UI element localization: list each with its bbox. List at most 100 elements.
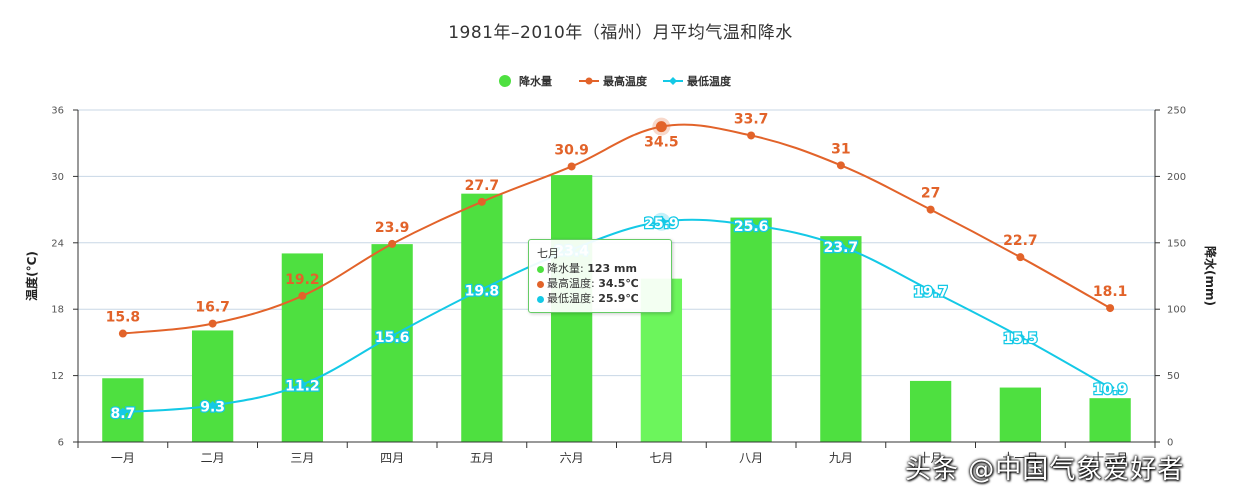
bar-9[interactable] [909, 380, 952, 442]
min-temp-label: 25.9 [644, 216, 679, 232]
chart-title: 1981年–2010年（福州）月平均气温和降水 [448, 23, 793, 43]
watermark: 头条 @中国气象爱好者 [905, 455, 1185, 485]
tooltip-label: 最低温度 [547, 292, 591, 305]
min-temp-label: 15.5 [1003, 331, 1038, 347]
max-temp-label: 18.1 [1093, 284, 1128, 300]
y-left-tick-label: 18 [51, 305, 64, 316]
min-temp-point-4[interactable] [477, 284, 487, 294]
x-tick-label: 七月 [649, 451, 673, 465]
bar-10[interactable] [999, 387, 1042, 442]
max-temp-point-9[interactable] [926, 205, 935, 214]
temperature-lines[interactable] [118, 117, 1115, 417]
x-tick-label: 九月 [829, 451, 853, 465]
tooltip-title: 七月 [537, 247, 559, 260]
max-temp-point-0[interactable] [118, 329, 127, 338]
bar-11[interactable] [1089, 398, 1131, 442]
x-tick-label: 十二月 [1092, 451, 1128, 465]
tooltip: 七月 降水量: 123 mm 最高温度: 34.5℃ 最低温度: 25.9℃ [528, 239, 672, 313]
legend-precip-icon[interactable] [499, 75, 511, 87]
max-temp-point-1[interactable] [208, 319, 217, 328]
bar-1[interactable] [191, 330, 234, 442]
y-right-tick-label: 250 [1167, 106, 1186, 117]
bar-7[interactable] [730, 217, 772, 442]
min-temp-label: 19.7 [913, 284, 948, 300]
min-temp-point-6[interactable] [655, 215, 668, 228]
legend-min-temp-marker-icon[interactable] [669, 77, 677, 85]
legend-label[interactable]: 最高温度 [603, 74, 648, 88]
min-temp-point-7[interactable] [746, 220, 756, 230]
min-temp-label: 23.7 [824, 240, 859, 256]
x-tick-label: 十月 [919, 451, 943, 465]
tooltip-label: 最高温度 [547, 277, 591, 290]
x-tick-label: 二月 [201, 451, 225, 465]
min-temp-label: 15.6 [375, 330, 410, 346]
x-tick-label: 一月 [111, 451, 135, 465]
min-temp-label: 11.2 [285, 378, 320, 394]
max-temp-label: 34.5 [644, 135, 679, 151]
y-left-tick-label: 24 [51, 238, 64, 249]
x-tick-label: 三月 [290, 451, 314, 465]
y-right-tick-label: 0 [1167, 438, 1173, 449]
min-temp-label: 19.8 [465, 283, 500, 299]
min-temp-dot-icon [537, 295, 544, 303]
max-temp-label: 27 [921, 186, 940, 202]
y-right-tick-label: 200 [1167, 172, 1186, 183]
tooltip-row-precip: 降水量: 123 mm [537, 261, 663, 276]
min-temp-point-1[interactable] [208, 400, 218, 410]
max-temp-label: 27.7 [465, 178, 500, 194]
y-left-axis-title: 温度(°C) [24, 251, 39, 301]
bar-8[interactable] [820, 236, 862, 442]
x-tick-label: 八月 [739, 451, 763, 465]
max-temp-label: 30.9 [554, 142, 589, 158]
max-temp-point-5[interactable] [567, 162, 576, 171]
precipitation-bars[interactable] [102, 175, 1131, 442]
max-temp-point-11[interactable] [1106, 304, 1115, 313]
max-temp-point-4[interactable] [477, 197, 486, 206]
max-temp-label: 33.7 [734, 111, 769, 127]
legend-label[interactable]: 最低温度 [687, 74, 732, 88]
max-temp-label: 19.2 [285, 272, 320, 288]
max-temp-label: 16.7 [195, 300, 230, 316]
y-left-tick-label: 36 [51, 106, 64, 117]
min-temp-point-11[interactable] [1105, 383, 1115, 393]
min-temp-label: 25.6 [734, 219, 769, 235]
min-temp-point-2[interactable] [297, 379, 307, 389]
y-left-tick-label: 30 [51, 172, 64, 183]
max-temp-label: 23.9 [375, 220, 410, 236]
min-temp-label: 8.7 [110, 406, 135, 422]
y-right-tick-label: 100 [1167, 305, 1186, 316]
max-temp-point-8[interactable] [836, 161, 845, 170]
min-temp-point-9[interactable] [926, 285, 936, 295]
legend-label[interactable]: 降水量 [519, 74, 552, 88]
max-temp-label: 15.8 [106, 310, 141, 326]
bar-4[interactable] [461, 193, 503, 442]
y-right-tick-label: 150 [1167, 238, 1186, 249]
y-left-tick-label: 12 [51, 371, 64, 382]
max-temp-dot-icon [537, 280, 544, 288]
min-temp-point-0[interactable] [118, 407, 128, 417]
tooltip-value: 34.5℃ [598, 277, 639, 290]
legend[interactable]: 降水量 最高温度 最低温度 [499, 74, 732, 88]
min-temp-point-3[interactable] [387, 331, 397, 341]
precip-dot-icon [537, 265, 544, 273]
tooltip-value: 123 mm [587, 262, 637, 275]
max-temp-label: 22.7 [1003, 233, 1038, 249]
max-temp-point-2[interactable] [298, 291, 307, 300]
max-temp-point-10[interactable] [1016, 253, 1025, 262]
max-temp-point-6[interactable] [655, 121, 667, 133]
max-temp-point-7[interactable] [747, 131, 756, 140]
x-tick-label: 十一月 [1002, 451, 1038, 465]
max-temp-label: 31 [831, 141, 850, 157]
max-temp-point-3[interactable] [388, 239, 397, 248]
x-tick-label: 五月 [470, 451, 494, 465]
tooltip-value: 25.9℃ [598, 292, 639, 305]
min-temp-label: 10.9 [1093, 382, 1128, 398]
data-labels: 15.8 16.7 19.2 23.9 27.7 30.9 34.5 33.7 31 27 22.7… [106, 111, 1129, 423]
min-temp-point-10[interactable] [1015, 332, 1025, 342]
min-temp-point-8[interactable] [836, 241, 846, 251]
x-tick-label: 六月 [560, 451, 584, 465]
axes: 6 12 18 24 30 36 0 50 100 150 200 250 一月 二月 三月 四月 五月 六月 七月… [24, 106, 1218, 466]
bar-2[interactable] [281, 253, 324, 442]
legend-max-temp-marker-icon[interactable] [585, 77, 593, 85]
